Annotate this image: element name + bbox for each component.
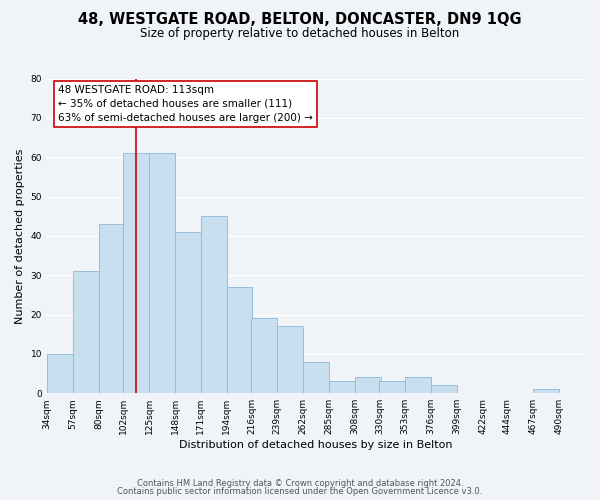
Bar <box>251 318 277 393</box>
Text: 48 WESTGATE ROAD: 113sqm
← 35% of detached houses are smaller (111)
63% of semi-: 48 WESTGATE ROAD: 113sqm ← 35% of detach… <box>58 85 313 123</box>
X-axis label: Distribution of detached houses by size in Belton: Distribution of detached houses by size … <box>179 440 453 450</box>
Text: Size of property relative to detached houses in Belton: Size of property relative to detached ho… <box>140 28 460 40</box>
Bar <box>201 216 227 393</box>
Bar <box>175 232 201 393</box>
Bar <box>329 382 355 393</box>
Bar <box>277 326 303 393</box>
Bar <box>303 362 329 393</box>
Text: 48, WESTGATE ROAD, BELTON, DONCASTER, DN9 1QG: 48, WESTGATE ROAD, BELTON, DONCASTER, DN… <box>78 12 522 28</box>
Bar <box>149 153 175 393</box>
Bar <box>355 378 380 393</box>
Bar <box>379 382 405 393</box>
Text: Contains HM Land Registry data © Crown copyright and database right 2024.: Contains HM Land Registry data © Crown c… <box>137 478 463 488</box>
Text: Contains public sector information licensed under the Open Government Licence v3: Contains public sector information licen… <box>118 487 482 496</box>
Bar <box>124 153 149 393</box>
Bar <box>431 386 457 393</box>
Bar <box>47 354 73 393</box>
Bar <box>227 287 253 393</box>
Y-axis label: Number of detached properties: Number of detached properties <box>15 148 25 324</box>
Bar <box>533 390 559 393</box>
Bar <box>98 224 124 393</box>
Bar <box>73 272 98 393</box>
Bar <box>405 378 431 393</box>
